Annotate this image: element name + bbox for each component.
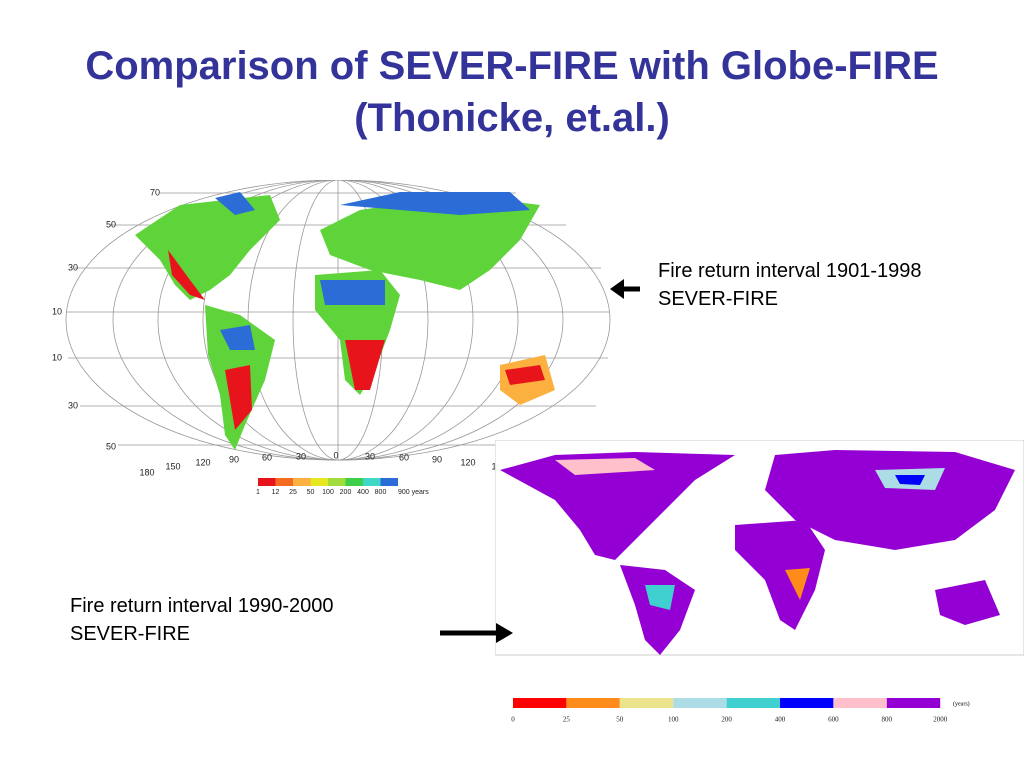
lon-label: 120 (195, 457, 210, 467)
lat-label: 10 (52, 352, 62, 362)
legend-label: 100 (668, 716, 679, 724)
legend-swatch (363, 478, 381, 486)
lon-label: 90 (229, 454, 239, 464)
legend-label: 1 (256, 489, 260, 496)
caption-line: Fire return interval 1901-1998 (658, 260, 922, 282)
legend-swatch (345, 478, 363, 486)
caption-line: Fire return interval 1990-2000 (70, 595, 334, 617)
lon-label: 0 (333, 450, 338, 460)
legend-swatch (886, 698, 941, 708)
map-sever-fire: 0 25 50 100 200 400 600 800 2000 (years) (495, 440, 1024, 724)
legend: 0 25 50 100 200 400 600 800 2000 (511, 698, 948, 724)
legend-label: 400 (357, 489, 369, 496)
caption: Fire return interval 1990-2000 SEVER-FIR… (70, 592, 333, 648)
lat-label: 30 (68, 400, 78, 410)
continents (135, 192, 555, 450)
legend-label: 100 (322, 489, 334, 496)
lon-label: 150 (165, 461, 180, 471)
lon-label: 30 (365, 451, 375, 461)
legend-label: 200 (721, 716, 732, 724)
lat-label: 50 (106, 441, 116, 451)
legend-label: 900 years (398, 489, 429, 496)
legend-swatch (293, 478, 311, 486)
legend: 1 12 25 50 100 200 400 800 900 years (256, 478, 429, 496)
slide-title: Comparison of SEVER-FIRE with Globe-FIRE… (85, 44, 939, 140)
lon-label: 60 (262, 452, 272, 462)
lon-label: 120 (460, 457, 475, 467)
lat-label: 30 (68, 262, 78, 272)
continents (500, 450, 1015, 655)
map-globe-fire: 70 50 30 10 10 30 50 180 150 120 90 60 3… (52, 180, 611, 496)
caption-line: SEVER-FIRE (70, 623, 191, 645)
legend-swatch (566, 698, 620, 708)
lon-label: 60 (399, 452, 409, 462)
graticule (65, 180, 611, 461)
caption-line: SEVER-FIRE (658, 288, 779, 310)
legend-swatch (258, 478, 276, 486)
legend-swatch (310, 478, 328, 486)
legend-swatch (380, 478, 398, 486)
legend-label: 12 (272, 489, 280, 496)
legend-label: 25 (289, 489, 297, 496)
arrow-left (610, 279, 640, 299)
legend-swatch (780, 698, 834, 708)
legend-swatch (328, 478, 346, 486)
legend-label: 800 (882, 716, 893, 724)
legend-label: 50 (616, 716, 624, 724)
legend-swatch (673, 698, 727, 708)
legend-swatch (619, 698, 674, 708)
lat-label: 10 (52, 306, 62, 316)
legend-swatch (513, 698, 567, 708)
legend-swatch (726, 698, 780, 708)
lat-label: 70 (150, 187, 160, 197)
map-highlights (555, 458, 945, 610)
legend-label: 600 (828, 716, 839, 724)
legend-unit: (years) (953, 700, 970, 707)
legend-label: 400 (775, 716, 786, 724)
legend-label: 25 (563, 716, 571, 724)
legend-swatch (275, 478, 293, 486)
legend-label: 800 (375, 489, 387, 496)
legend-label: 50 (307, 489, 315, 496)
lon-label: 90 (432, 454, 442, 464)
arrow-right (440, 623, 513, 643)
lon-label: 30 (296, 451, 306, 461)
legend-label: 0 (511, 716, 515, 724)
lat-label: 50 (106, 219, 116, 229)
caption: Fire return interval 1901-1998 SEVER-FIR… (658, 257, 921, 313)
legend-swatch (833, 698, 887, 708)
legend-label: 200 (340, 489, 352, 496)
legend-label: 2000 (933, 716, 948, 724)
lon-label: 180 (139, 467, 154, 477)
